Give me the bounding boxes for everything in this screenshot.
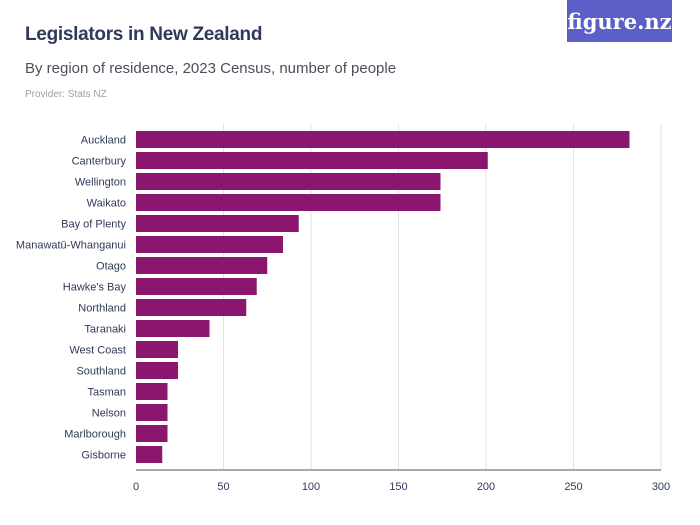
category-label: Wellington [75,177,126,189]
provider-text: Provider: Stats NZ [25,89,107,100]
x-tick-label: 50 [217,481,229,493]
category-label: Marlborough [64,429,126,441]
page-title: Legislators in New Zealand [25,24,263,45]
category-label: Tasman [87,387,126,399]
bar[interactable] [136,362,178,379]
bar[interactable] [136,425,168,442]
category-label: West Coast [69,345,126,357]
category-label: Gisborne [81,450,126,462]
category-label: Auckland [81,135,126,147]
bar[interactable] [136,131,630,148]
bar[interactable] [136,278,257,295]
x-tick-label: 250 [564,481,582,493]
logo-text: figure.nz [567,8,672,34]
category-label: Northland [78,303,126,315]
bar[interactable] [136,404,168,421]
category-label: Canterbury [72,156,127,168]
bar[interactable] [136,341,178,358]
x-tick-label: 150 [389,481,407,493]
x-tick-label: 200 [477,481,495,493]
bar[interactable] [136,236,283,253]
category-label: Hawke's Bay [63,282,127,294]
bar[interactable] [136,446,163,463]
bar[interactable] [136,215,299,232]
bar[interactable] [136,173,441,190]
category-label: Nelson [92,408,126,420]
category-label: Taranaki [84,324,126,336]
category-label: Waikato [87,198,126,210]
bar[interactable] [136,320,210,337]
category-label: Southland [76,366,126,378]
category-label: Bay of Plenty [61,219,126,231]
bar[interactable] [136,152,488,169]
page-subtitle: By region of residence, 2023 Census, num… [25,60,397,77]
x-tick-label: 0 [133,481,139,493]
category-label: Otago [96,261,126,273]
bar[interactable] [136,257,268,274]
category-label: Manawatū-Whanganui [16,240,126,252]
x-tick-label: 100 [302,481,320,493]
x-tick-label: 300 [652,481,670,493]
figure-nz-logo[interactable]: figure.nz [567,0,672,42]
bar[interactable] [136,383,168,400]
bar[interactable] [136,194,441,211]
bar[interactable] [136,299,247,316]
